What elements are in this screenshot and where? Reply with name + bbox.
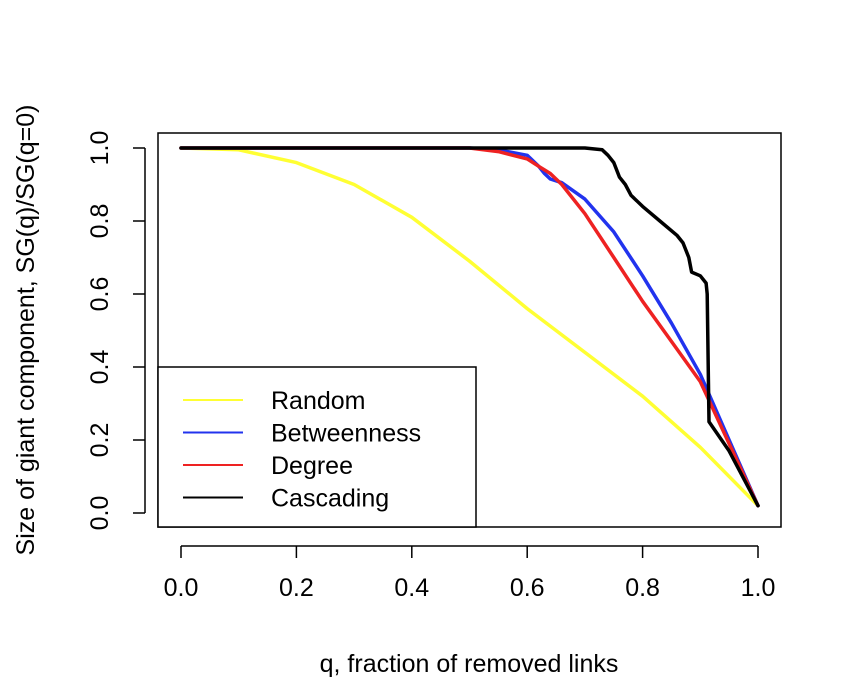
legend-label-cascading: Cascading bbox=[271, 485, 389, 513]
series-layer bbox=[179, 146, 760, 508]
x-tick-label: 1.0 bbox=[741, 574, 776, 602]
x-tick-label: 0.8 bbox=[625, 574, 660, 602]
x-tick-label: 0.2 bbox=[279, 574, 314, 602]
y-axis: 0.0 0.2 0.4 0.6 0.8 1.0 bbox=[86, 131, 146, 531]
legend-label-degree: Degree bbox=[271, 452, 353, 480]
series-line-cascading bbox=[179, 146, 760, 508]
x-axis: 0.0 0.2 0.4 0.6 0.8 1.0 bbox=[164, 545, 776, 602]
x-tick-label: 0.6 bbox=[510, 574, 545, 602]
y-tick-label: 0.4 bbox=[86, 350, 114, 385]
y-axis-label: Size of giant component, SG(q)/SG(q=0) bbox=[12, 105, 40, 556]
y-tick-label: 1.0 bbox=[86, 131, 114, 166]
y-tick-label: 0.6 bbox=[86, 277, 114, 312]
legend-label-random: Random bbox=[271, 387, 366, 415]
legend-label-betweenness: Betweenness bbox=[271, 420, 421, 448]
y-tick-label: 0.2 bbox=[86, 423, 114, 458]
y-tick-label: 0.8 bbox=[86, 204, 114, 239]
series-line-degree bbox=[179, 146, 760, 508]
x-axis-label: q, fraction of removed links bbox=[320, 650, 619, 678]
x-tick-label: 0.0 bbox=[164, 574, 199, 602]
x-tick-label: 0.4 bbox=[394, 574, 429, 602]
legend-box bbox=[157, 366, 477, 528]
legend-items: Random Betweenness Degree Cascading bbox=[183, 387, 421, 513]
y-tick-label: 0.0 bbox=[86, 496, 114, 531]
legend: Random Betweenness Degree Cascading bbox=[157, 366, 477, 528]
series-line-random bbox=[179, 146, 760, 508]
